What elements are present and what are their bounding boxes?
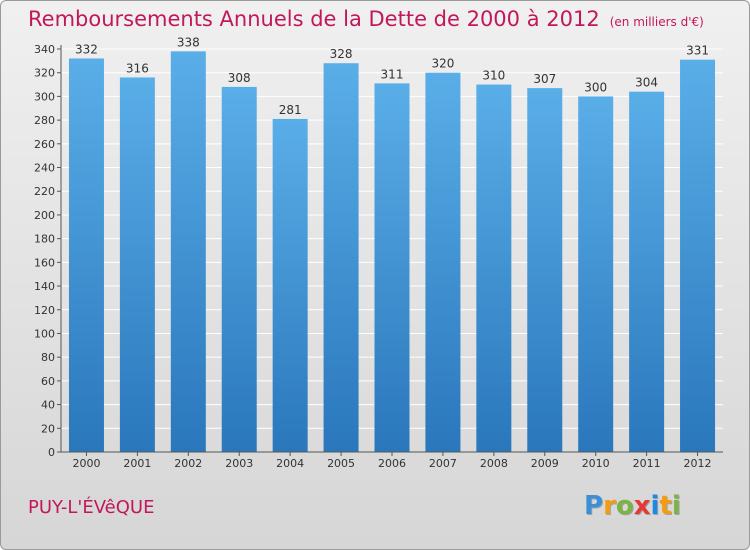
chart-title-text: Remboursements Annuels de la Dette de 20…: [28, 7, 600, 31]
y-tick-label: 60: [41, 375, 55, 388]
bar-2006: [374, 83, 410, 452]
x-tick-label: 2012: [684, 457, 712, 470]
data-label: 310: [482, 69, 505, 83]
bar-2011: [629, 91, 665, 452]
x-tick-label: 2006: [378, 457, 406, 470]
proxiti-logo: Proxiti: [584, 491, 681, 521]
data-label: 332: [75, 42, 98, 56]
y-tick-label: 20: [41, 422, 55, 435]
y-tick-label: 0: [48, 446, 55, 459]
data-label: 308: [228, 71, 251, 85]
data-label: 331: [686, 44, 709, 58]
data-label: 307: [533, 72, 556, 86]
bar-2005: [323, 63, 359, 452]
place-name: PUY-L'ÉVêQUE: [28, 497, 155, 518]
logo-letter: o: [615, 491, 634, 521]
x-tick-label: 2007: [429, 457, 457, 470]
y-tick-label: 200: [34, 209, 55, 222]
y-tick-label: 160: [34, 256, 55, 269]
data-label: 311: [381, 67, 404, 81]
bar-2008: [476, 84, 512, 452]
bar-2003: [221, 86, 257, 452]
bar-2012: [680, 59, 716, 452]
y-tick-label: 100: [34, 327, 55, 340]
data-label: 300: [584, 80, 607, 94]
y-tick-label: 260: [34, 138, 55, 151]
y-tick-label: 300: [34, 90, 55, 103]
data-label: 320: [431, 57, 454, 71]
data-label: 328: [330, 47, 353, 61]
bar-chart: 0 20 40 60 80 100 120 140 160 180 200 220 240 260 280 3…: [34, 35, 723, 470]
bar-2004: [272, 118, 308, 453]
y-tick-label: 320: [34, 67, 55, 80]
y-tick-label: 340: [34, 43, 55, 56]
logo-letter: r: [603, 491, 616, 521]
x-tick-label: 2002: [174, 457, 202, 470]
data-label: 338: [177, 35, 200, 49]
x-tick-label: 2003: [225, 457, 253, 470]
logo-letter: i: [650, 491, 660, 521]
logo-letter: i: [671, 491, 681, 521]
y-tick-label: 180: [34, 233, 55, 246]
chart-title-unit: (en milliers d'€): [609, 15, 704, 29]
x-tick-label: 2001: [123, 457, 151, 470]
y-tick-label: 120: [34, 304, 55, 317]
x-tick-label: 2011: [633, 457, 661, 470]
bar-2000: [68, 58, 104, 452]
bar-2002: [170, 51, 206, 453]
y-tick-label: 240: [34, 162, 55, 175]
bar-2007: [425, 72, 461, 453]
logo-letter: t: [659, 491, 672, 521]
y-tick-label: 280: [34, 114, 55, 127]
bar-2010: [578, 96, 614, 452]
y-tick-label: 220: [34, 185, 55, 198]
data-label: 316: [126, 61, 149, 75]
y-tick-label: 80: [41, 351, 55, 364]
logo-letter: P: [584, 491, 604, 521]
x-tick-label: 2000: [72, 457, 100, 470]
y-tick-label: 40: [41, 399, 55, 412]
x-tick-label: 2010: [582, 457, 610, 470]
logo-letter: x: [633, 491, 651, 521]
data-label: 304: [635, 76, 658, 90]
bar-2001: [119, 77, 155, 453]
bar-2009: [527, 88, 563, 452]
data-label: 281: [279, 103, 302, 117]
chart-title: Remboursements Annuels de la Dette de 20…: [28, 7, 704, 31]
y-tick-label: 140: [34, 280, 55, 293]
x-tick-label: 2005: [327, 457, 355, 470]
x-tick-label: 2008: [480, 457, 508, 470]
x-tick-label: 2009: [531, 457, 559, 470]
x-tick-label: 2004: [276, 457, 304, 470]
